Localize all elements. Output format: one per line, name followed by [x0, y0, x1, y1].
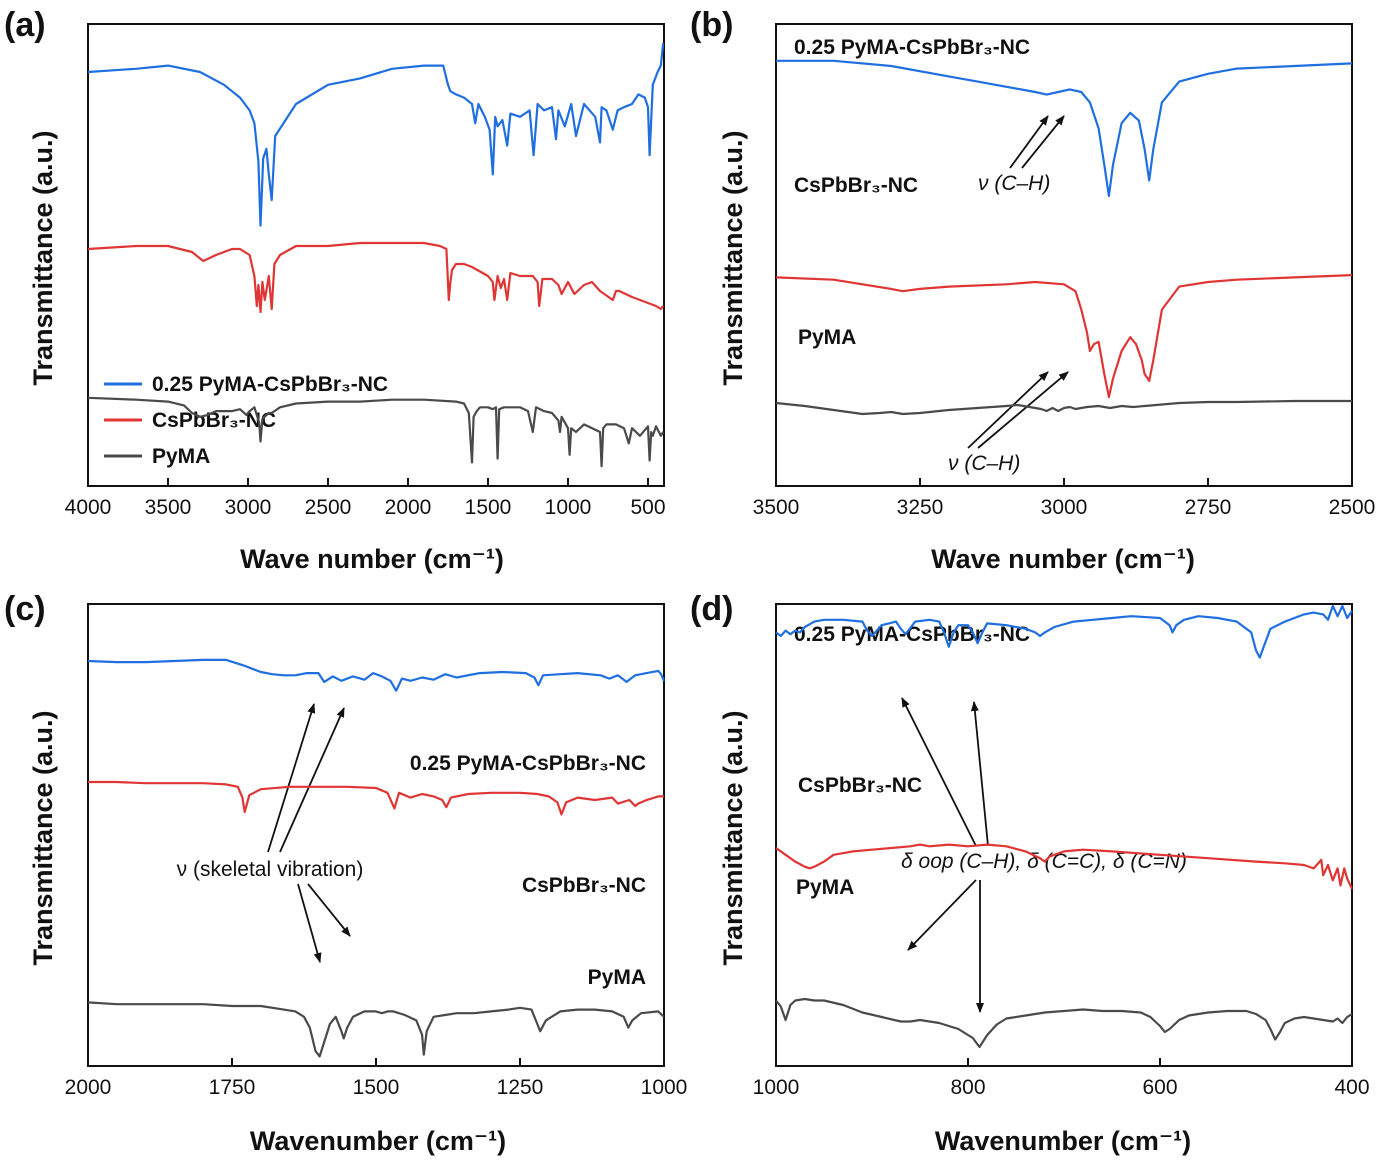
panel-c-xlabel: Wavenumber (cm⁻¹) [250, 1126, 506, 1156]
x-tick-label: 3000 [1041, 496, 1088, 519]
plot-frame [775, 23, 1353, 487]
annotation-ch-stretch-lower: ν (C–H) [948, 452, 1020, 475]
series-blue-line [87, 43, 665, 227]
x-tick-label: 3000 [225, 496, 272, 519]
annotation-skeletal: ν (skeletal vibration) [177, 858, 364, 881]
x-tick-label: 3500 [145, 496, 192, 519]
arrow-b2 [1021, 115, 1065, 169]
x-tick-label: 4000 [65, 496, 112, 519]
x-tick-label: 1000 [641, 1076, 688, 1099]
series-label-red-c: CsPbBr₃-NC [522, 874, 646, 897]
x-tick-label: 1000 [753, 1076, 800, 1099]
panel-c-letter: (c) [4, 590, 46, 628]
legend-label-blue: 0.25 PyMA-CsPbBr₃-NC [152, 373, 388, 396]
plot-frame [775, 603, 1353, 1067]
x-tick-label: 400 [1334, 1076, 1369, 1099]
series-label-blue-c: 0.25 PyMA-CsPbBr₃-NC [410, 752, 646, 775]
series-blue-line [87, 658, 666, 692]
x-tick-label: 2000 [65, 1076, 112, 1099]
panel-d-ylabel: Transmittance (a.u.) [718, 710, 748, 965]
series-label-blue: 0.25 PyMA-CsPbBr₃-NC [794, 36, 1030, 59]
series-red-line [87, 241, 665, 314]
x-tick-label: 1250 [497, 1076, 544, 1099]
panel-a: (a) Wave number (cm⁻¹) Transmittance (a.… [4, 6, 666, 574]
arrow-c1 [267, 703, 316, 853]
panel-b-ylabel: Transmittance (a.u.) [718, 130, 748, 385]
series-blue-line [775, 604, 1353, 659]
annotation-ch-stretch-upper: ν (C–H) [978, 172, 1050, 195]
series-label-gray-d: PyMA [796, 876, 854, 899]
panel-b-xlabel: Wave number (cm⁻¹) [931, 544, 1195, 574]
series-label-gray-c: PyMA [588, 966, 646, 989]
panel-c: (c) Wavenumber (cm⁻¹) Transmittance (a.u… [4, 590, 687, 1156]
arrow-d1 [901, 697, 977, 847]
panel-a-ylabel: Transmittance (a.u.) [28, 130, 58, 385]
x-tick-label: 600 [1142, 1076, 1177, 1099]
x-tick-label: 3500 [753, 496, 800, 519]
panel-d-xlabel: Wavenumber (cm⁻¹) [935, 1126, 1191, 1156]
panel-d-letter: (d) [690, 590, 733, 628]
arrow-b1 [1009, 115, 1049, 169]
x-tick-label: 2500 [305, 496, 352, 519]
arrow-c2 [279, 707, 345, 853]
arrow-c3 [297, 883, 322, 963]
series-red-line [775, 843, 1353, 890]
arrow-d2 [970, 701, 989, 847]
series-blue-line [776, 59, 1353, 198]
series-label-red: CsPbBr₃-NC [794, 174, 918, 197]
x-tick-label: 3250 [897, 496, 944, 519]
series-label-gray: PyMA [798, 326, 856, 349]
panel-a-xlabel: Wave number (cm⁻¹) [240, 544, 504, 574]
arrow-b3 [967, 371, 1049, 449]
series-gray-line [775, 997, 1353, 1049]
x-tick-label: 1750 [209, 1076, 256, 1099]
series-red-line [88, 780, 664, 816]
x-tick-label: 1000 [545, 496, 592, 519]
panel-d: (d) Wavenumber (cm⁻¹) Transmittance (a.u… [690, 590, 1370, 1156]
arrow-d3 [907, 879, 977, 951]
x-tick-label: 2750 [1185, 496, 1232, 519]
x-tick-label: 800 [950, 1076, 985, 1099]
panel-b-letter: (b) [690, 6, 733, 44]
arrow-c4 [307, 883, 351, 937]
legend-label-gray: PyMA [152, 445, 210, 468]
series-red-line [775, 274, 1353, 399]
x-tick-label: 1500 [353, 1076, 400, 1099]
series-gray-line [87, 1001, 665, 1058]
series-gray-line [775, 399, 1352, 416]
arrow-b4 [977, 371, 1069, 449]
x-tick-label: 1500 [465, 496, 512, 519]
series-gray-line [87, 396, 665, 468]
plot-frame [87, 23, 665, 487]
x-tick-label: 2500 [1329, 496, 1376, 519]
series-label-red-d: CsPbBr₃-NC [798, 774, 922, 797]
panel-a-letter: (a) [4, 6, 46, 44]
x-tick-label: 2000 [385, 496, 432, 519]
panel-b: (b) Wave number (cm⁻¹) Transmittance (a.… [690, 6, 1375, 574]
panel-c-ylabel: Transmittance (a.u.) [28, 710, 58, 965]
x-tick-label: 500 [630, 496, 665, 519]
